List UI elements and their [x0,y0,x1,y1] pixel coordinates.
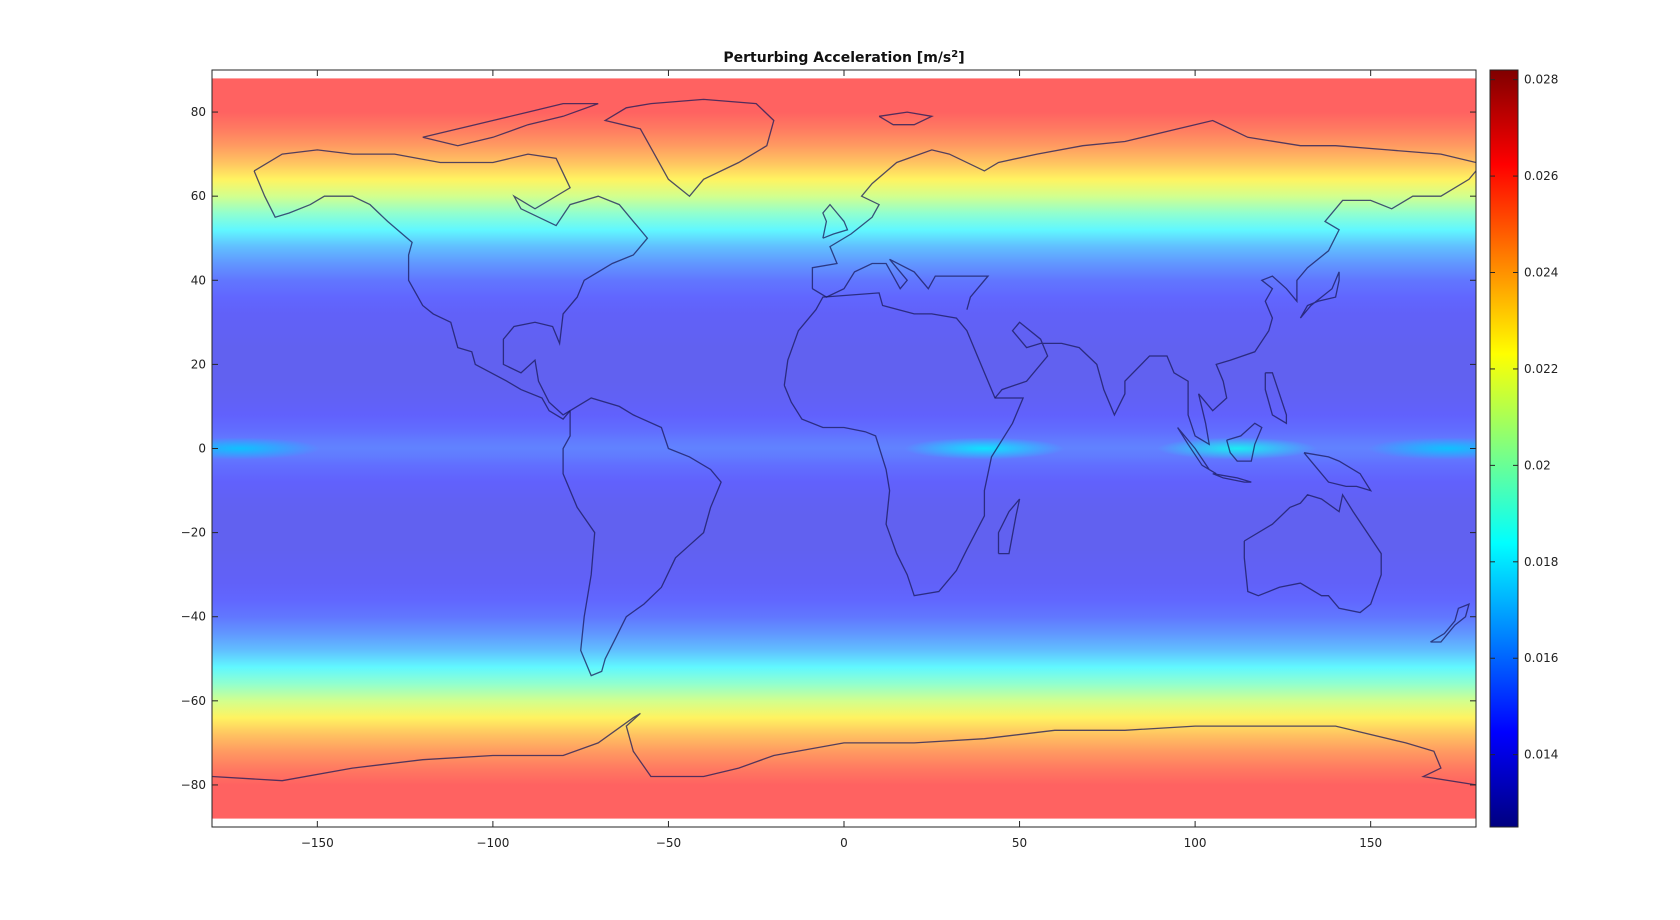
coastline [562,397,722,677]
coastline [1243,493,1382,614]
colorbar-tick-label: 0.02 [1524,458,1551,472]
x-tick-label: 50 [1012,836,1027,850]
colorbar-bar [1489,69,1519,828]
coastline [253,170,571,420]
y-tick-label: −80 [181,778,206,792]
coastline [422,102,599,147]
coastline [1299,271,1340,319]
heatmap [212,78,1476,819]
y-tick-label: 80 [191,105,206,119]
x-axis: −150 −100 −50 0 50 100 150 [301,70,1382,850]
y-tick-label: −20 [181,526,206,540]
coastline [1303,452,1373,492]
coastline [994,170,1476,446]
colorbar-tick-label: 0.018 [1524,555,1558,569]
colorbar-tick-label: 0.024 [1524,266,1558,280]
y-tick-label: −40 [181,610,206,624]
coastline [1212,473,1252,483]
colorbar-tick-label: 0.022 [1524,362,1558,376]
x-tick-label: −50 [656,836,681,850]
coastline [783,292,1025,597]
y-axis: 80 60 40 20 0 −20 −40 −60 −80 [181,105,1476,792]
coastline [1264,372,1288,425]
y-tick-label: −60 [181,694,206,708]
equatorial-maximum [212,437,321,460]
x-tick-label: −150 [301,836,334,850]
equatorial-maximum [1157,437,1318,460]
chart-title: Perturbing Acceleration [m/s2] [723,49,964,66]
coastline [811,119,1476,289]
equatorial-maximum [1367,437,1476,460]
coastline [212,712,1476,786]
y-tick-label: 60 [191,189,206,203]
coastline [822,203,849,239]
coastline [603,98,775,198]
y-tick-label: 20 [191,357,206,371]
y-tick-label: 40 [191,273,206,287]
colorbar-tick-label: 0.026 [1524,169,1558,183]
coastline [1430,603,1470,643]
x-tick-label: 100 [1184,836,1207,850]
equatorial-maximum [904,437,1065,460]
coastline [997,498,1021,555]
coastline [878,111,934,126]
x-tick-label: 0 [840,836,848,850]
colorbar-tick-label: 0.028 [1524,73,1558,87]
coastline [1226,422,1263,462]
coastline [253,149,649,416]
coastline-overlay [212,98,1476,786]
y-tick-label: 0 [198,442,206,456]
colorbar: 0.014 0.016 0.018 0.02 0.022 0.024 0.026 0.028 [1489,69,1558,828]
colorbar-tick-label: 0.016 [1524,651,1558,665]
colorbar-tick-label: 0.014 [1524,748,1558,762]
x-tick-label: 150 [1359,836,1382,850]
coastline [812,258,990,310]
x-tick-label: −100 [476,836,509,850]
